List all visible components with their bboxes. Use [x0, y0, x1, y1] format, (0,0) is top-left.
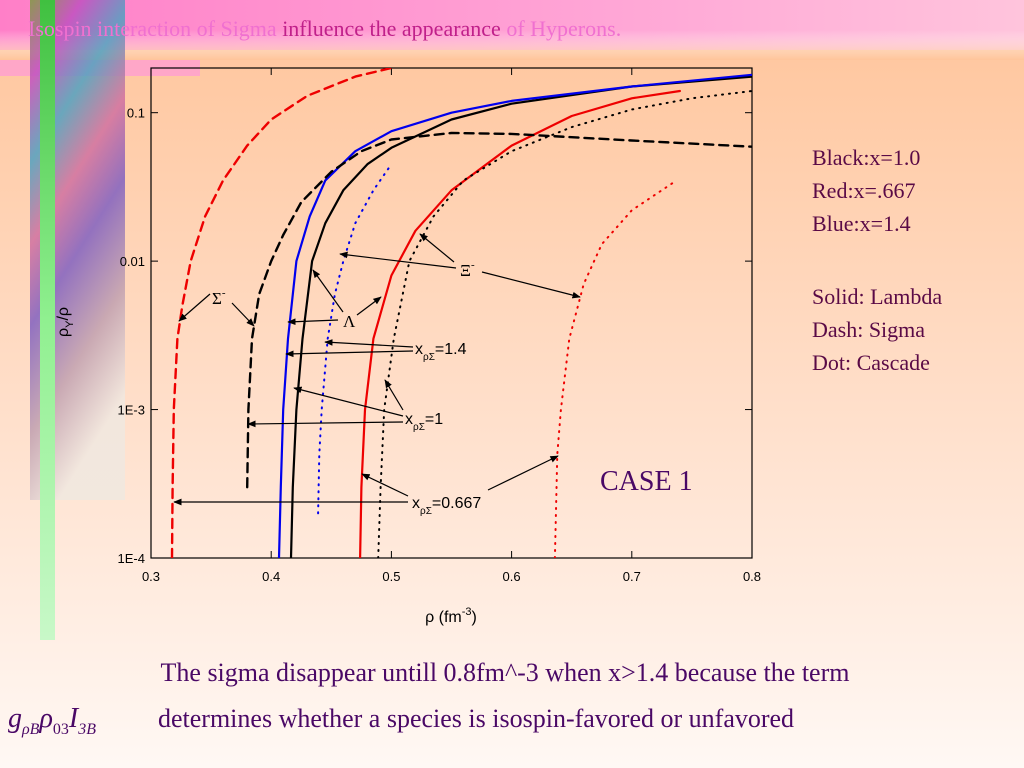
formula-part: ρ: [38, 703, 52, 734]
label-part: =0.667: [432, 495, 481, 512]
note-line: Black:x=1.0: [812, 145, 920, 170]
label-sup: -: [471, 259, 475, 271]
formula-part: I: [68, 703, 80, 734]
x-param-label: xρΣ=0.667: [412, 495, 481, 517]
x-label-part: ρ (fm: [425, 609, 462, 626]
caption-line: determines whether a species is isospin-…: [158, 704, 794, 733]
green-strip: [40, 0, 55, 640]
x-label-sup: -3: [462, 606, 472, 618]
formula-sub: 03: [53, 721, 69, 738]
x-label-part: ): [472, 609, 477, 626]
x-tick-label: 0.3: [142, 569, 160, 584]
series-line: [359, 89, 681, 558]
label-part: x: [405, 411, 413, 428]
arrow: [287, 318, 339, 326]
y-axis-label: ρY/ρ: [55, 307, 76, 337]
series-line: [246, 131, 752, 489]
x-tick-label: 0.4: [262, 569, 280, 584]
formula-sub: ρB: [21, 721, 40, 738]
label-part: =1.4: [435, 341, 467, 358]
arrow: [481, 271, 581, 299]
y-tick-label: 1E-4: [118, 551, 145, 566]
arrow: [285, 350, 414, 358]
arrow: [231, 302, 255, 327]
label-part: =1: [425, 411, 443, 428]
x-tick-label: 0.7: [623, 569, 641, 584]
title-part: Isospin interaction of Sigma: [28, 16, 282, 41]
arrow: [293, 386, 404, 417]
label-sub: ρΣ: [420, 506, 432, 517]
sigma-label: Σ-: [212, 287, 226, 308]
note-line: Solid: Lambda: [812, 284, 942, 309]
label-sub: ρΣ: [413, 422, 425, 433]
arrow: [487, 455, 559, 491]
y-tick-label: 0.01: [120, 254, 145, 269]
plot: 1E-4 1E-3 0.01 0.1 0.3 0.4 0.5 0.6 0.7 0.8: [118, 67, 761, 584]
y-label-sub: Y: [64, 320, 76, 328]
slide-title: Isospin interaction of Sigma influence t…: [28, 16, 621, 41]
arrow: [361, 473, 409, 497]
arrow: [178, 293, 211, 322]
series-group: [170, 68, 752, 558]
formula-sub: 3B: [77, 721, 96, 738]
header-fade: [0, 30, 1024, 60]
caption-line: The sigma disappear untill 0.8fm^-3 when…: [161, 658, 850, 687]
note-line: Blue:x=1.4: [812, 211, 911, 236]
arrow: [247, 420, 404, 428]
arrow: [324, 339, 414, 348]
y-label-part: /ρ: [55, 307, 72, 321]
title-part: of Hyperons.: [501, 16, 621, 41]
y-label-part: ρ: [55, 328, 72, 337]
arrow: [312, 269, 344, 313]
y-tick-label: 1E-3: [118, 403, 145, 418]
x-tick-label: 0.5: [382, 569, 400, 584]
formula: gρBρ03I3B: [8, 703, 96, 738]
case-label: CASE 1: [600, 466, 693, 497]
note-line: Red:x=.667: [812, 178, 915, 203]
series-line: [170, 68, 393, 558]
x-tick-label: 0.6: [503, 569, 521, 584]
arrow: [356, 296, 382, 316]
note-line: Dot: Cascade: [812, 350, 930, 375]
notes: Black:x=1.0 Red:x=.667 Blue:x=1.4 Solid: La…: [812, 145, 942, 375]
x-axis-label: ρ (fm-3): [425, 606, 477, 626]
annotation-arrows: [173, 233, 581, 506]
arrow: [339, 251, 457, 269]
label-sup: -: [222, 287, 226, 299]
label-part: Σ: [212, 289, 222, 308]
formula-part: g: [8, 703, 22, 734]
x-param-label: xρΣ=1.4: [415, 341, 467, 363]
xi-label: Ξ-: [460, 259, 475, 280]
y-tick-label: 0.1: [127, 106, 145, 121]
title-part: influence the appearance: [282, 16, 501, 41]
lambda-label: Λ: [343, 312, 356, 331]
series-line: [277, 73, 752, 558]
x-param-label: xρΣ=1: [405, 411, 443, 433]
arrow: [419, 233, 455, 263]
series-line: [553, 181, 675, 558]
label-part: Ξ: [460, 261, 471, 280]
x-tick-label: 0.8: [743, 569, 761, 584]
series-line: [289, 75, 752, 558]
label-sub: ρΣ: [423, 352, 435, 363]
plot-frame: [150, 67, 753, 559]
note-line: Dash: Sigma: [812, 317, 925, 342]
label-part: x: [412, 495, 420, 512]
label-part: x: [415, 341, 423, 358]
arrow: [384, 379, 404, 411]
